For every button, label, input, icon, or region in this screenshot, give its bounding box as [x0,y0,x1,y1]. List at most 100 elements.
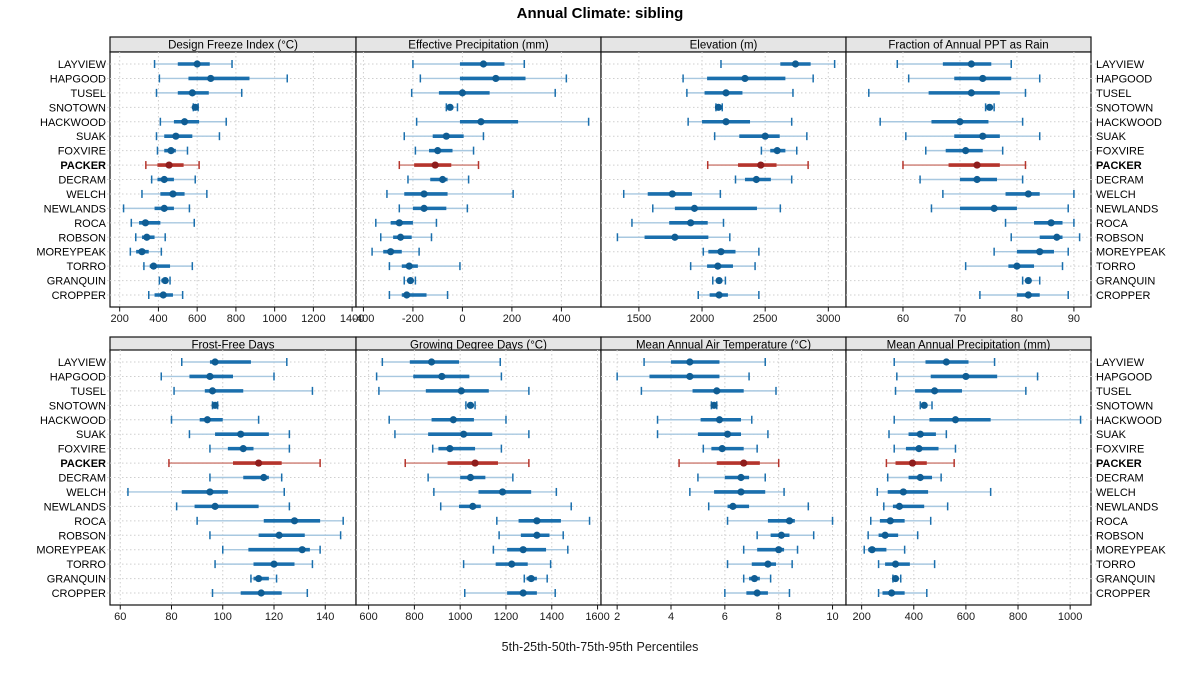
station-label-left: NEWLANDS [44,203,106,215]
median-dot [449,416,457,424]
axis-tick-label: 2000 [690,313,714,325]
median-dot [420,190,428,198]
median-dot [255,459,263,467]
percentile-bar-layview [720,60,836,68]
axis-tick-label: 140 [316,611,334,623]
median-dot [143,233,151,241]
median-dot [1036,248,1044,256]
percentile-bar-cropper [979,291,1069,299]
station-label-left: SNOTOWN [49,102,106,114]
percentile-bar-decram [886,473,942,482]
median-dot [492,74,500,83]
percentile-bar-roca [130,218,196,227]
panel-strip-title: Mean Annual Air Temperature (°C) [636,340,811,352]
axis-tick-label: 200 [503,313,521,325]
median-dot [207,74,215,83]
station-label-right: TORRO [1096,559,1136,571]
station-label-left: TUSEL [71,88,106,100]
percentile-bar-layview [643,358,766,366]
axis-tick-label: 2500 [753,313,777,325]
median-dot [686,372,694,381]
axis-tick-label: 200 [852,611,870,623]
station-label-right: HAPGOOD [1096,371,1152,383]
median-dot [193,60,201,68]
percentile-bar-newlands [883,502,949,511]
median-dot [710,401,718,409]
percentile-bar-hapgood [616,372,750,381]
axis-tick-label: 70 [954,313,966,325]
percentile-bar-torro [964,262,1064,271]
station-label-left: WELCH [66,487,106,499]
station-label-left: MOREYPEAK [36,545,106,557]
median-dot [777,531,785,539]
median-dot [881,531,889,539]
percentile-bar-foxvire [760,146,798,155]
median-dot [172,132,180,140]
percentile-bar-granquin [403,276,417,285]
percentile-bar-welch [386,189,514,198]
percentile-bar-moreypeak [702,247,760,256]
station-label-left: HACKWOOD [40,415,106,427]
percentile-bar-foxvire [414,146,475,155]
median-dot [211,358,219,366]
percentile-bar-robson [616,233,731,242]
percentile-bar-decram [919,175,1024,184]
percentile-bar-snotown [465,401,476,410]
percentile-bar-snotown [714,103,723,112]
axis-tick-label: 1400 [540,611,564,623]
median-dot [167,147,175,155]
axis-tick-label: 1200 [301,313,325,325]
station-label-right: LAYVIEW [1096,59,1145,71]
percentile-bar-tusel [868,88,1027,97]
axis-tick-label: 80 [1011,313,1023,325]
axis-tick-label: 90 [1068,313,1080,325]
station-label-left: LAYVIEW [58,357,107,369]
panel-effective-precipitation-mm: Effective Precipitation (mm) -400 -200 0 200… [352,36,602,325]
percentile-bar-suak [394,430,530,439]
panel-elevation-m: Elevation (m) 1500 2000 2500 3000 [600,36,847,325]
station-label-right: NEWLANDS [1096,203,1158,215]
median-dot [942,358,950,366]
percentile-bar-torro [726,560,793,569]
station-label-left: ROCA [74,218,106,230]
median-dot [165,161,173,169]
median-dot [737,473,745,482]
median-dot [169,190,177,198]
median-dot [208,387,217,395]
percentile-bar-layview [181,358,288,366]
percentile-bar-hapgood [160,372,275,381]
median-dot [431,161,439,169]
median-dot [718,445,726,453]
percentile-bar-robson [379,233,433,242]
station-label-left: PACKER [60,160,106,172]
median-dot [442,132,450,140]
median-dot [466,401,475,409]
median-dot [270,560,278,568]
percentile-bar-packer [678,459,780,468]
axis-tick-label: 600 [359,611,377,623]
station-label-left: SUAK [76,131,107,143]
axis-tick-label: 4 [668,611,674,623]
percentile-bar-roca [870,516,932,525]
axis-tick-label: 100 [214,611,232,623]
axis-tick-label: 200 [111,313,129,325]
axis-tick-label: 0 [459,313,465,325]
panel-frost-free-days: Frost-Free Days 60 80 100 120 140 [103,336,357,623]
percentile-bar-hapgood [375,372,503,381]
median-dot [962,372,970,381]
median-dot [915,445,923,453]
median-dot [895,502,904,510]
axis-tick-label: 60 [114,611,126,623]
percentile-bar-packer [706,161,809,170]
percentile-bar-torro [388,262,461,271]
station-label-right: SUAK [1096,131,1127,143]
median-dot [886,517,894,525]
station-label-right: GRANQUIN [1096,276,1155,288]
median-dot [1047,219,1055,227]
station-label-left: DECRAM [58,175,106,187]
median-dot [979,74,987,83]
percentile-bar-snotown [984,103,995,112]
station-label-left: HAPGOOD [50,73,106,85]
median-dot [508,560,516,568]
